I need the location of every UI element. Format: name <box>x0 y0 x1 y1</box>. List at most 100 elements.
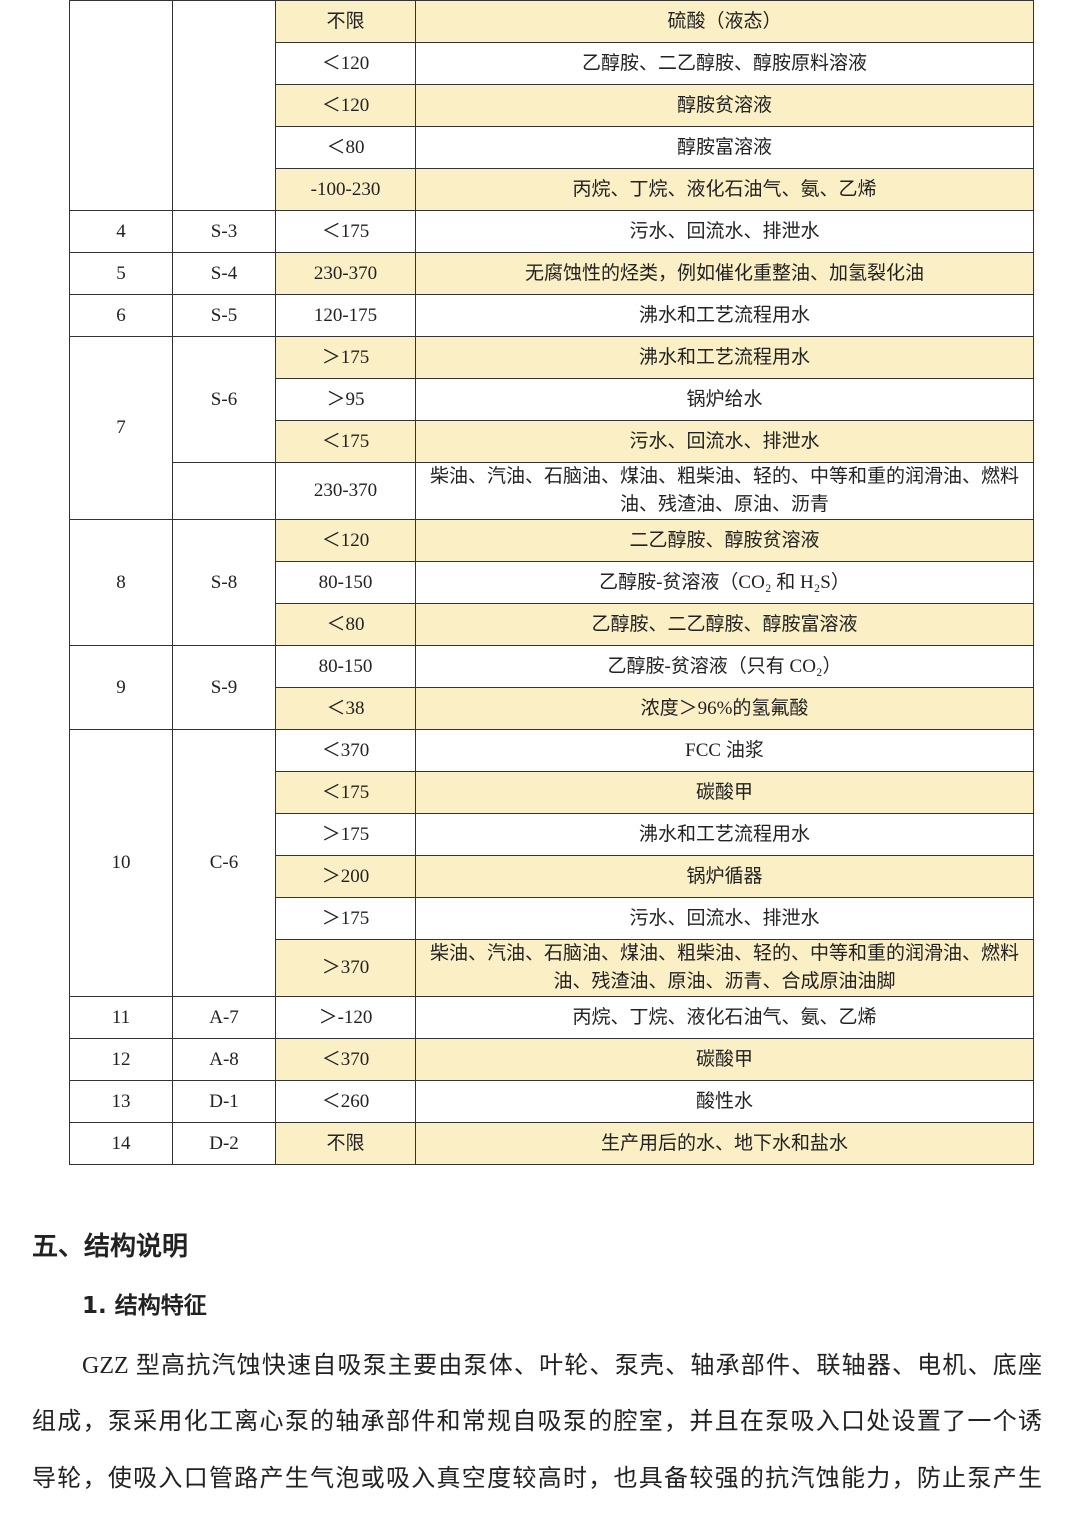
table-row: 13 D-1 ＜260 酸性水 <box>69 1080 1034 1123</box>
number-cell <box>69 0 173 211</box>
temperature-cell: -100-230 <box>275 168 416 211</box>
temperature-cell: 不限 <box>275 1122 416 1165</box>
temperature-cell: ＜175 <box>275 210 416 253</box>
medium-cell: 锅炉给水 <box>415 378 1034 421</box>
temperature-cell: 80-150 <box>275 645 416 688</box>
code-cell: S-3 <box>172 210 276 253</box>
code-cell: S-9 <box>172 645 276 730</box>
temperature-cell: 230-370 <box>275 462 416 520</box>
number-cell: 4 <box>69 210 173 253</box>
temperature-cell: ＜370 <box>275 729 416 772</box>
table-row: 80-150 乙醇胺-贫溶液（CO₂ 和 H₂S） <box>70 561 1034 604</box>
number-cell: 12 <box>69 1038 173 1081</box>
medium-cell: 醇胺富溶液 <box>415 126 1034 169</box>
temperature-cell: 80-150 <box>275 561 416 604</box>
temperature-cell: ＜175 <box>275 771 416 814</box>
medium-cell: 锅炉循器 <box>415 855 1034 898</box>
medium-cell: 沸水和工艺流程用水 <box>415 336 1034 379</box>
temperature-cell: ＜80 <box>275 603 416 646</box>
medium-cell: 硫酸（液态） <box>415 0 1034 43</box>
number-cell: 5 <box>69 252 173 295</box>
code-cell: S-5 <box>172 294 276 337</box>
paragraph-line: GZZ 型高抗汽蚀快速自吸泵主要由泵体、叶轮、泵壳、轴承部件、联轴器、电机、底座 <box>82 1353 1042 1379</box>
table-row: 14 D-2 不限 生产用后的水、地下水和盐水 <box>69 1122 1034 1165</box>
number-cell: 11 <box>69 996 173 1039</box>
medium-cell: 柴油、汽油、石脑油、煤油、粗柴油、轻的、中等和重的润滑油、燃料油、残渣油、原油、… <box>415 462 1034 520</box>
temperature-cell: ＜260 <box>275 1080 416 1123</box>
code-cell: D-2 <box>172 1122 276 1165</box>
table-row: ＞200 锅炉循器 <box>70 855 1034 898</box>
medium-cell: 柴油、汽油、石脑油、煤油、粗柴油、轻的、中等和重的润滑油、燃料油、残渣油、原油、… <box>415 939 1034 997</box>
paragraph-line: 导轮，使吸入口管路产生气泡或吸入真空度较高时，也具备较强的抗汽蚀能力，防止泵产生 <box>32 1466 1042 1492</box>
temperature-cell: 120-175 <box>275 294 416 337</box>
medium-cell: 无腐蚀性的烃类，例如催化重整油、加氢裂化油 <box>415 252 1034 295</box>
medium-cell: 浓度＞96%的氢氟酸 <box>415 687 1034 730</box>
table-row: 7 S-6 ＞175 沸水和工艺流程用水 <box>69 336 1034 520</box>
medium-cell: 乙醇胺、二乙醇胺、醇胺原料溶液 <box>415 42 1034 85</box>
medium-cell: 酸性水 <box>415 1080 1034 1123</box>
table-row: 5 S-4 230-370 无腐蚀性的烃类，例如催化重整油、加氢裂化油 <box>69 252 1034 295</box>
medium-cell: 乙醇胺-贫溶液（只有 CO₂） <box>415 645 1034 688</box>
temperature-cell: ＞175 <box>275 813 416 856</box>
number-cell: 14 <box>69 1122 173 1165</box>
code-cell: D-1 <box>172 1080 276 1123</box>
code-cell: C-6 <box>172 729 276 997</box>
temperature-cell: ＜370 <box>275 1038 416 1081</box>
temperature-cell: ＜120 <box>275 519 416 562</box>
medium-cell: 沸水和工艺流程用水 <box>415 813 1034 856</box>
code-cell <box>172 462 276 520</box>
number-cell: 13 <box>69 1080 173 1123</box>
table-row: 6 S-5 120-175 沸水和工艺流程用水 <box>69 294 1034 337</box>
paragraph-line: 组成，泵采用化工离心泵的轴承部件和常规自吸泵的腔室，并且在泵吸入口处设置了一个诱 <box>32 1409 1042 1435</box>
medium-cell: 乙醇胺-贫溶液（CO₂ 和 H₂S） <box>415 561 1034 604</box>
table-row: 11 A-7 ＞-120 丙烷、丁烷、液化石油气、氨、乙烯 <box>69 996 1034 1039</box>
temperature-cell: ＜120 <box>275 84 416 127</box>
code-cell: A-8 <box>172 1038 276 1081</box>
temperature-cell: 不限 <box>275 0 416 43</box>
table-row: 8 S-8 ＜120 二乙醇胺、醇胺贫溶液 <box>69 519 1034 646</box>
medium-table: 不限 硫酸（液态） ＜120 乙醇胺、二乙醇胺、醇胺原料溶液 ＜120 醇胺贫溶液 ＜80 醇… <box>69 0 1034 1165</box>
table-row: ＞175 污水、回流水、排泄水 <box>70 897 1034 940</box>
temperature-cell: ＞-120 <box>275 996 416 1039</box>
temperature-cell: ＜120 <box>275 42 416 85</box>
temperature-cell: ＞200 <box>275 855 416 898</box>
medium-cell: 沸水和工艺流程用水 <box>415 294 1034 337</box>
table-row: ＞95 锅炉给水 <box>70 378 1034 421</box>
temperature-cell: ＜175 <box>275 420 416 463</box>
code-cell: S-8 <box>172 519 276 646</box>
code-cell: A-7 <box>172 996 276 1039</box>
number-cell: 7 <box>69 336 173 520</box>
temperature-cell: ＞370 <box>275 939 416 997</box>
table-row: ＜38 浓度＞96%的氢氟酸 <box>70 687 1034 730</box>
code-cell <box>172 0 276 211</box>
table-row: ＞175 沸水和工艺流程用水 <box>70 813 1034 856</box>
table-row: ＜120 乙醇胺、二乙醇胺、醇胺原料溶液 <box>70 42 1034 85</box>
medium-cell: 污水、回流水、排泄水 <box>415 897 1034 940</box>
number-cell: 8 <box>69 519 173 646</box>
table-row: ＜80 醇胺富溶液 <box>70 126 1034 169</box>
code-cell: S-4 <box>172 252 276 295</box>
table-row: 230-370 柴油、汽油、石脑油、煤油、粗柴油、轻的、中等和重的润滑油、燃料油、… <box>70 462 1034 520</box>
temperature-cell: 230-370 <box>275 252 416 295</box>
medium-cell: 碳酸甲 <box>415 1038 1034 1081</box>
medium-cell: 污水、回流水、排泄水 <box>415 420 1034 463</box>
medium-cell: 丙烷、丁烷、液化石油气、氨、乙烯 <box>415 168 1034 211</box>
number-cell: 9 <box>69 645 173 730</box>
medium-cell: 乙醇胺、二乙醇胺、醇胺富溶液 <box>415 603 1034 646</box>
temperature-cell: ＜80 <box>275 126 416 169</box>
medium-cell: 醇胺贫溶液 <box>415 84 1034 127</box>
number-cell: 10 <box>69 729 173 997</box>
medium-cell: 生产用后的水、地下水和盐水 <box>415 1122 1034 1165</box>
medium-cell: 丙烷、丁烷、液化石油气、氨、乙烯 <box>415 996 1034 1039</box>
number-cell: 6 <box>69 294 173 337</box>
table-row: ＜80 乙醇胺、二乙醇胺、醇胺富溶液 <box>70 603 1034 646</box>
table-row: 10 C-6 ＜370 FCC 油浆 <box>69 729 1034 997</box>
medium-cell: 二乙醇胺、醇胺贫溶液 <box>415 519 1034 562</box>
table-row: ＞370 柴油、汽油、石脑油、煤油、粗柴油、轻的、中等和重的润滑油、燃料油、残渣油… <box>70 939 1034 997</box>
temperature-cell: ＞175 <box>275 897 416 940</box>
table-row: -100-230 丙烷、丁烷、液化石油气、氨、乙烯 <box>70 168 1034 211</box>
medium-cell: 碳酸甲 <box>415 771 1034 814</box>
code-cell: S-6 <box>172 336 276 463</box>
table-row: 9 S-9 80-150 乙醇胺-贫溶液（只有 CO₂） <box>69 645 1034 730</box>
